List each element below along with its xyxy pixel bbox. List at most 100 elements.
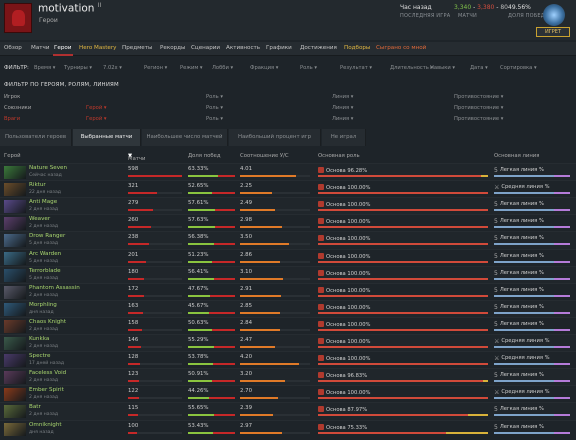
avatar[interactable] [4,3,32,33]
hero-portrait[interactable] [4,337,26,350]
filter-dropdown[interactable]: Сортировка ▾ [500,65,537,71]
nav-tab[interactable]: Матчи [31,45,50,51]
hero-portrait[interactable] [4,388,26,402]
hero-portrait[interactable] [4,268,26,282]
hero-name[interactable]: Faceless Void [29,370,67,377]
hero-portrait[interactable] [4,319,26,333]
table-row[interactable]: Kunkka 2 дня назад 146 55.29% 2.47 Основа 100… [0,334,576,352]
filter-dropdown[interactable]: Режим ▾ [180,65,203,71]
col-lane[interactable]: Основная линия [494,153,540,159]
hero-name[interactable]: Anti Mage [29,199,58,206]
hero-dropdown[interactable]: Герой ▾ [86,116,107,122]
col-role[interactable]: Основная роль [318,153,360,159]
matchup-dropdown[interactable]: Противостояние ▾ [454,94,504,100]
hero-name[interactable]: Spectre [29,353,51,360]
nav-tab[interactable]: Сценарии [191,45,221,51]
table-row[interactable]: Nature Seven Сейчас назад 598 63.33% 4.01 Осн… [0,163,576,181]
hero-portrait[interactable] [4,405,26,419]
table-row[interactable]: Phantom Assassin 2 дня назад 172 47.67% 2.91… [0,282,576,300]
filter-dropdown[interactable]: Регион ▾ [144,65,168,71]
filter-dropdown[interactable]: Навыки ▾ [430,65,455,71]
nav-tab[interactable]: Сыграно со мной [376,45,427,51]
role-dropdown[interactable]: Роль ▾ [206,105,223,111]
tab-1[interactable]: Выбранные матчи [73,129,141,146]
tab-4[interactable]: Не играл [322,129,366,146]
hero-name[interactable]: Riktur [29,182,46,189]
hero-portrait[interactable] [4,371,26,385]
hero-portrait[interactable] [4,166,26,179]
rank-badge[interactable]: ИГРЕТ [536,27,570,37]
nav-tab[interactable]: Графики [266,45,292,51]
hero-portrait[interactable] [4,285,26,299]
table-row[interactable]: Arc Warden 5 дня назад 201 51.23% 2.86 Основа… [0,248,576,266]
tab-0[interactable]: Пользователи героев [0,129,72,146]
hero-dropdown[interactable]: Герой ▾ [86,105,107,111]
role-dropdown[interactable]: Роль ▾ [206,116,223,122]
hero-portrait[interactable] [4,234,26,248]
col-hero[interactable]: Герой [4,153,21,159]
filter-dropdown[interactable]: Дата ▾ [470,65,488,71]
table-row[interactable]: Riktur 22 дня назад 321 52.65% 2.25 Основа 10… [0,180,576,197]
kda-value: 2.85 [240,302,253,309]
hero-name[interactable]: Batr [29,404,41,411]
table-row[interactable]: Omniknight дня назад 100 53.43% 2.97 Основа 7… [0,419,576,437]
hero-name[interactable]: Chaos Knight [29,318,67,325]
hero-name[interactable]: Weaver [29,216,51,223]
col-matches[interactable]: Матчи ▼ [128,153,146,162]
table-row[interactable]: Faceless Void 2 дня назад 123 50.91% 3.20 Осн… [0,368,576,386]
lane-dropdown[interactable]: Линия ▾ [332,94,354,100]
nav-tab[interactable]: Предметы [122,45,153,51]
hero-portrait[interactable] [4,200,26,214]
nav-tab[interactable]: Hero Mastery [79,45,117,51]
hero-name[interactable]: Omniknight [29,421,62,428]
tab-3[interactable]: Наибольший процент игр [229,129,321,146]
matchup-dropdown[interactable]: Противостояние ▾ [454,105,504,111]
hero-name[interactable]: Arc Warden [29,250,62,257]
hero-portrait[interactable] [4,251,26,265]
filter-dropdown[interactable]: 7.02x ▾ [103,65,122,71]
nav-tab[interactable]: Активность [226,45,261,51]
filter-dropdown[interactable]: Длительность ▾ [390,65,434,71]
lane-value: 5 Легкая линия % [494,218,544,226]
hero-portrait[interactable] [4,217,26,231]
table-row[interactable]: Morphling дня назад 163 45.67% 2.85 Основа 10… [0,299,576,317]
lane-dropdown[interactable]: Линия ▾ [332,105,354,111]
filter-dropdown[interactable]: Результат ▾ [340,65,372,71]
nav-tab[interactable]: Герои [54,45,72,51]
hero-name[interactable]: Phantom Assassin [29,284,80,291]
hero-portrait[interactable] [4,422,26,436]
col-kda[interactable]: Соотношение У/С [240,153,289,159]
hero-name[interactable]: Drow Ranger [29,233,66,240]
table-row[interactable]: Batr 2 дня назад 115 55.65% 2.39 Основа 87.97… [0,402,576,420]
hero-name[interactable]: Kunkka [29,336,50,342]
filter-dropdown[interactable]: Лобби ▾ [212,65,234,71]
table-row[interactable]: Chaos Knight 2 дня назад 158 50.63% 2.84 Осно… [0,316,576,334]
nav-tab[interactable]: Достижения [300,45,337,51]
filter-dropdown[interactable]: Время ▾ [34,65,56,71]
hero-portrait[interactable] [4,302,26,316]
hero-portrait[interactable] [4,354,26,368]
filter-dropdown[interactable]: Роль ▾ [300,65,317,71]
filter-dropdown[interactable]: Турниры ▾ [64,65,92,71]
table-row[interactable]: Anti Mage 2 дня назад 279 57.61% 2.49 Основа … [0,197,576,215]
table-row[interactable]: Ember Spirit 2 дня назад 122 44.26% 2.70 Осно… [0,385,576,402]
tab-2[interactable]: Наибольшее число матчей [142,129,228,146]
hero-portrait[interactable] [4,183,26,197]
hero-name[interactable]: Terrorblade [29,267,61,274]
table-row[interactable]: Spectre 17 дней назад 128 53.78% 4.20 Основа … [0,351,576,368]
lane-icon: 5 [494,303,498,311]
matchup-dropdown[interactable]: Противостояние ▾ [454,116,504,122]
nav-tab[interactable]: Рекорды [160,45,186,51]
nav-tab[interactable]: Подборы [344,45,371,51]
table-row[interactable]: Terrorblade 5 дня назад 180 56.41% 3.10 Основ… [0,265,576,283]
nav-tab[interactable]: Обзор [4,45,22,51]
col-winrate[interactable]: Доля побед [188,153,221,159]
filter-dropdown[interactable]: Фракция ▾ [250,65,279,71]
table-row[interactable]: Weaver 2 дня назад 260 57.63% 2.98 Основа 100… [0,214,576,231]
lane-dropdown[interactable]: Линия ▾ [332,116,354,122]
hero-name[interactable]: Morphling [29,301,57,308]
hero-name[interactable]: Ember Spirit [29,387,64,394]
table-row[interactable]: Drow Ranger 5 дня назад 238 56.38% 3.50 Основ… [0,231,576,249]
role-dropdown[interactable]: Роль ▾ [206,94,223,100]
hero-name[interactable]: Nature Seven [29,165,68,171]
